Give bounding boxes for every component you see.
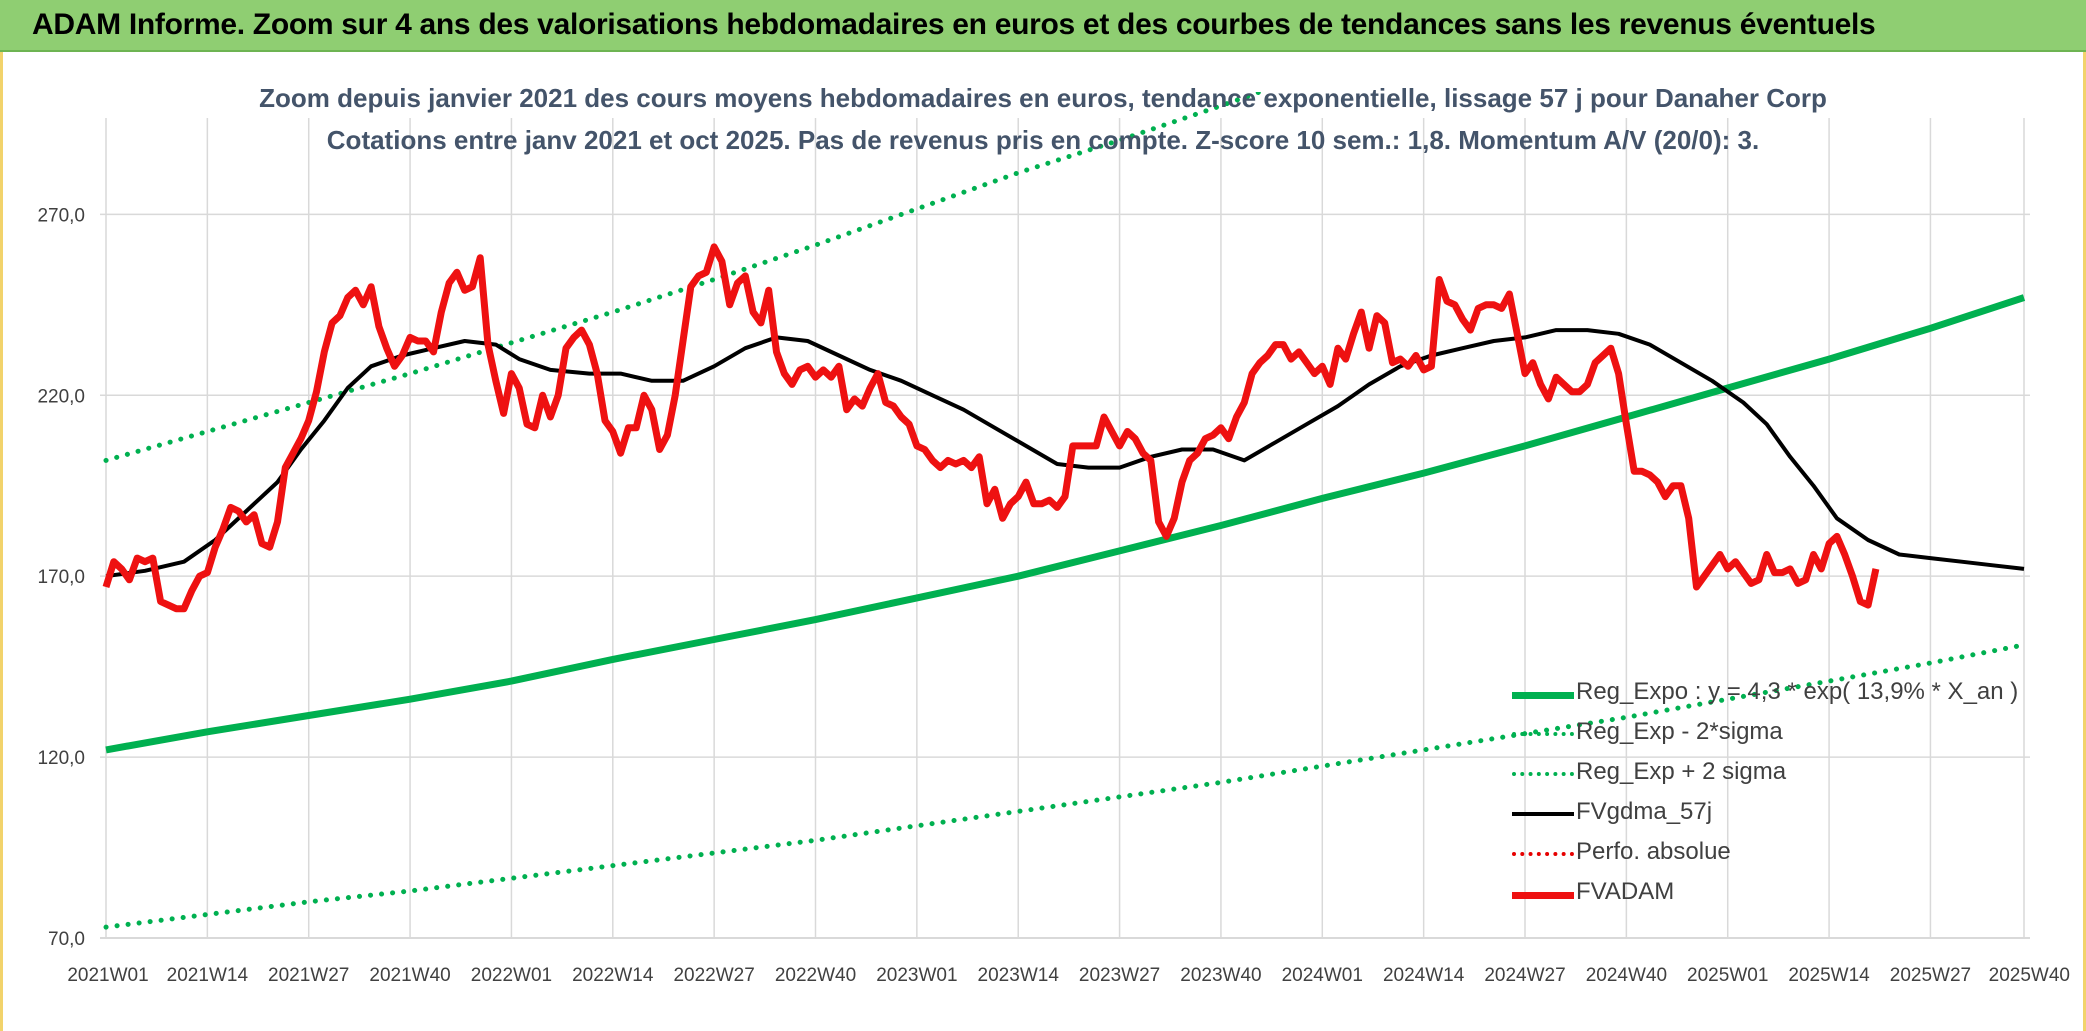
x-tick-label: 2022W01 <box>471 965 552 986</box>
y-tick-label: 170,0 <box>37 567 85 588</box>
x-tick-label: 2022W40 <box>775 965 856 986</box>
x-tick-label: 2025W14 <box>1788 965 1870 986</box>
chart-subtitle: Cotations entre janv 2021 et oct 2025. P… <box>326 125 1760 155</box>
y-tick-label: 70,0 <box>48 929 85 950</box>
x-tick-label: 2025W27 <box>1890 965 1971 986</box>
y-tick-label: 270,0 <box>37 205 85 226</box>
x-tick-label: 2022W27 <box>673 965 754 986</box>
x-tick-label: 2025W40 <box>1989 965 2070 986</box>
x-tick-label: 2023W14 <box>978 965 1060 986</box>
x-tick-label: 2021W27 <box>268 965 349 986</box>
x-tick-label: 2025W01 <box>1687 965 1768 986</box>
x-tick-label: 2023W27 <box>1079 965 1160 986</box>
series-line-1 <box>105 294 2026 754</box>
series-line-6 <box>102 243 1880 613</box>
legend-item: Perfo. absolue <box>1512 834 2032 874</box>
chart-legend: Reg_Expo : y = 4,3 * exp( 13,9% * X_an )… <box>1512 674 2032 914</box>
chart-frame <box>0 52 2086 1031</box>
x-tick-label: 2024W01 <box>1282 965 1363 986</box>
chart-title: Zoom depuis janvier 2021 des cours moyen… <box>259 83 1827 113</box>
series-line-3 <box>103 92 1267 463</box>
legend-label: Reg_Exp - 2*sigma <box>1576 718 1783 745</box>
legend-swatch <box>1512 812 1574 816</box>
report-banner: ADAM Informe. Zoom sur 4 ans des valoris… <box>0 0 2086 52</box>
legend-item: Reg_Exp - 2*sigma <box>1512 714 2032 754</box>
x-tick-label: 2021W14 <box>167 965 249 986</box>
x-tick-label: 2024W40 <box>1586 965 1667 986</box>
y-tick-label: 220,0 <box>37 386 85 407</box>
report-title: ADAM Informe. Zoom sur 4 ans des valoris… <box>32 8 1876 41</box>
legend-swatch <box>1512 732 1574 736</box>
legend-label: Perfo. absolue <box>1576 838 1731 865</box>
legend-item: Reg_Exp + 2 sigma <box>1512 754 2032 794</box>
legend-item: Reg_Expo : y = 4,3 * exp( 13,9% * X_an ) <box>1512 674 2032 714</box>
legend-swatch <box>1512 892 1574 899</box>
legend-item: FVgdma_57j <box>1512 794 2032 834</box>
legend-label: FVgdma_57j <box>1576 798 1713 825</box>
series-line-2 <box>103 642 2027 930</box>
x-tick-label: 2023W40 <box>1180 965 1261 986</box>
y-tick-label: 120,0 <box>37 748 85 769</box>
x-tick-label: 2024W14 <box>1383 965 1465 986</box>
x-tick-label: 2021W40 <box>369 965 450 986</box>
legend-swatch <box>1512 772 1574 776</box>
legend-swatch <box>1512 692 1574 699</box>
legend-item: FVADAM <box>1512 874 2032 914</box>
legend-swatch <box>1512 852 1574 856</box>
legend-label: Reg_Expo : y = 4,3 * exp( 13,9% * X_an ) <box>1576 678 2019 705</box>
x-tick-label: 2021W01 <box>67 965 148 986</box>
x-tick-label: 2024W27 <box>1484 965 1565 986</box>
x-tick-label: 2023W01 <box>876 965 957 986</box>
legend-label: FVADAM <box>1576 878 1675 905</box>
legend-label: Reg_Exp + 2 sigma <box>1576 758 1787 785</box>
x-tick-label: 2022W14 <box>572 965 654 986</box>
